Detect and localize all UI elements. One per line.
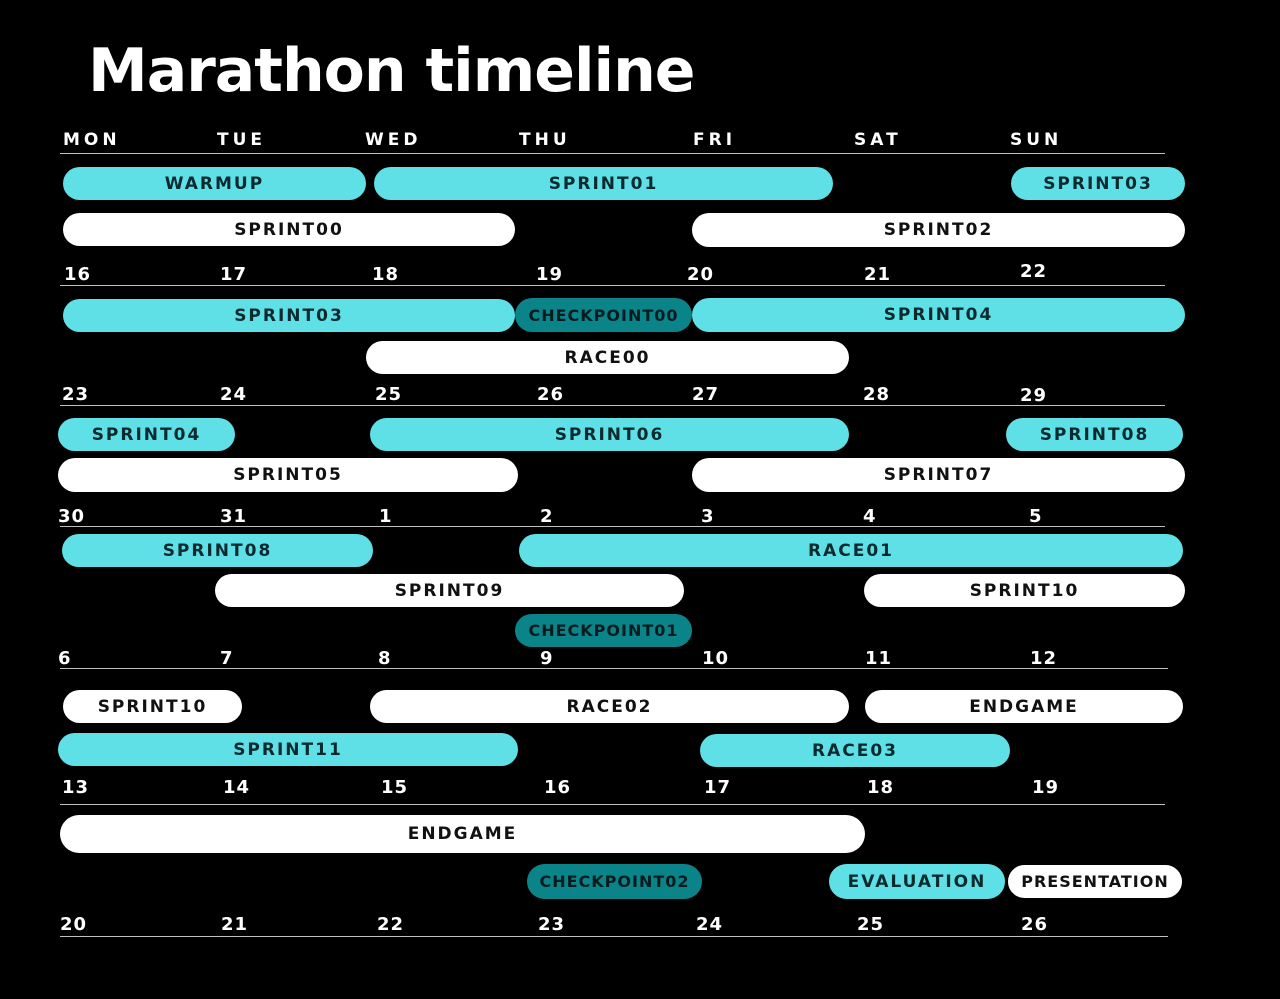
event-checkpoint02[interactable]: CHECKPOINT02 bbox=[527, 864, 702, 899]
header-divider bbox=[60, 153, 1165, 154]
date-label: 11 bbox=[865, 648, 893, 669]
date-label: 7 bbox=[220, 648, 234, 669]
event-race02[interactable]: RACE02 bbox=[370, 690, 849, 723]
week-divider bbox=[60, 526, 1165, 527]
day-header-thu: THU bbox=[519, 130, 571, 150]
day-header-sun: SUN bbox=[1010, 130, 1063, 150]
event-sprint11[interactable]: SPRINT11 bbox=[58, 733, 518, 766]
page-title: Marathon timeline bbox=[88, 36, 695, 106]
date-label: 25 bbox=[375, 384, 403, 405]
day-header-wed: WED bbox=[365, 130, 422, 150]
date-label: 29 bbox=[1020, 385, 1048, 406]
date-label: 18 bbox=[867, 777, 895, 798]
date-label: 19 bbox=[1032, 777, 1060, 798]
date-label: 15 bbox=[381, 777, 409, 798]
date-label: 26 bbox=[537, 384, 565, 405]
date-label: 17 bbox=[220, 264, 248, 285]
date-label: 21 bbox=[864, 264, 892, 285]
date-label: 10 bbox=[702, 648, 730, 669]
date-label: 9 bbox=[540, 648, 554, 669]
day-header-sat: SAT bbox=[854, 130, 902, 150]
day-header-tue: TUE bbox=[217, 130, 267, 150]
date-label: 1 bbox=[379, 506, 393, 527]
event-endgame[interactable]: ENDGAME bbox=[60, 815, 865, 853]
event-race00[interactable]: RACE00 bbox=[366, 341, 849, 374]
day-header-mon: MON bbox=[63, 130, 121, 150]
date-label: 16 bbox=[64, 264, 92, 285]
date-label: 24 bbox=[220, 384, 248, 405]
event-presentation[interactable]: PRESENTATION bbox=[1006, 863, 1184, 900]
event-sprint06[interactable]: SPRINT06 bbox=[370, 418, 849, 451]
date-label: 3 bbox=[701, 506, 715, 527]
event-sprint05[interactable]: SPRINT05 bbox=[58, 458, 518, 492]
event-sprint07[interactable]: SPRINT07 bbox=[692, 458, 1185, 492]
week-divider bbox=[60, 936, 1168, 937]
date-label: 26 bbox=[1021, 914, 1049, 935]
event-sprint10[interactable]: SPRINT10 bbox=[864, 574, 1185, 607]
event-sprint00[interactable]: SPRINT00 bbox=[63, 213, 515, 246]
date-label: 18 bbox=[372, 264, 400, 285]
event-sprint09[interactable]: SPRINT09 bbox=[215, 574, 684, 607]
date-label: 27 bbox=[692, 384, 720, 405]
date-label: 5 bbox=[1029, 506, 1043, 527]
event-checkpoint00[interactable]: CHECKPOINT00 bbox=[515, 298, 692, 332]
date-label: 23 bbox=[538, 914, 566, 935]
date-label: 30 bbox=[58, 506, 86, 527]
event-sprint10[interactable]: SPRINT10 bbox=[63, 690, 242, 723]
day-header-fri: FRI bbox=[693, 130, 737, 150]
date-label: 23 bbox=[62, 384, 90, 405]
week-divider bbox=[60, 804, 1165, 805]
date-label: 16 bbox=[544, 777, 572, 798]
event-checkpoint01[interactable]: CHECKPOINT01 bbox=[515, 614, 692, 647]
date-label: 4 bbox=[863, 506, 877, 527]
date-label: 14 bbox=[223, 777, 251, 798]
date-label: 2 bbox=[540, 506, 554, 527]
event-sprint04[interactable]: SPRINT04 bbox=[58, 418, 235, 451]
date-label: 20 bbox=[60, 914, 88, 935]
date-label: 20 bbox=[687, 264, 715, 285]
event-sprint04[interactable]: SPRINT04 bbox=[692, 298, 1185, 332]
date-label: 6 bbox=[58, 648, 72, 669]
date-label: 12 bbox=[1030, 648, 1058, 669]
date-label: 13 bbox=[62, 777, 90, 798]
date-label: 24 bbox=[696, 914, 724, 935]
event-sprint08[interactable]: SPRINT08 bbox=[62, 534, 373, 567]
event-endgame[interactable]: ENDGAME bbox=[865, 690, 1183, 723]
week-divider bbox=[60, 285, 1165, 286]
event-warmup[interactable]: WARMUP bbox=[63, 167, 366, 200]
week-divider bbox=[60, 405, 1165, 406]
event-race03[interactable]: RACE03 bbox=[700, 734, 1010, 767]
event-race01[interactable]: RACE01 bbox=[519, 534, 1183, 567]
event-sprint01[interactable]: SPRINT01 bbox=[374, 167, 833, 200]
event-evaluation[interactable]: EVALUATION bbox=[829, 864, 1005, 899]
date-label: 31 bbox=[220, 506, 248, 527]
event-sprint03[interactable]: SPRINT03 bbox=[1011, 167, 1185, 200]
date-label: 8 bbox=[378, 648, 392, 669]
date-label: 21 bbox=[221, 914, 249, 935]
event-sprint02[interactable]: SPRINT02 bbox=[692, 213, 1185, 247]
date-label: 22 bbox=[377, 914, 405, 935]
date-label: 17 bbox=[704, 777, 732, 798]
event-sprint08[interactable]: SPRINT08 bbox=[1006, 418, 1183, 451]
event-sprint03[interactable]: SPRINT03 bbox=[63, 299, 515, 332]
date-label: 19 bbox=[536, 264, 564, 285]
date-label: 22 bbox=[1020, 261, 1048, 282]
date-label: 28 bbox=[863, 384, 891, 405]
date-label: 25 bbox=[857, 914, 885, 935]
week-divider bbox=[60, 668, 1168, 669]
